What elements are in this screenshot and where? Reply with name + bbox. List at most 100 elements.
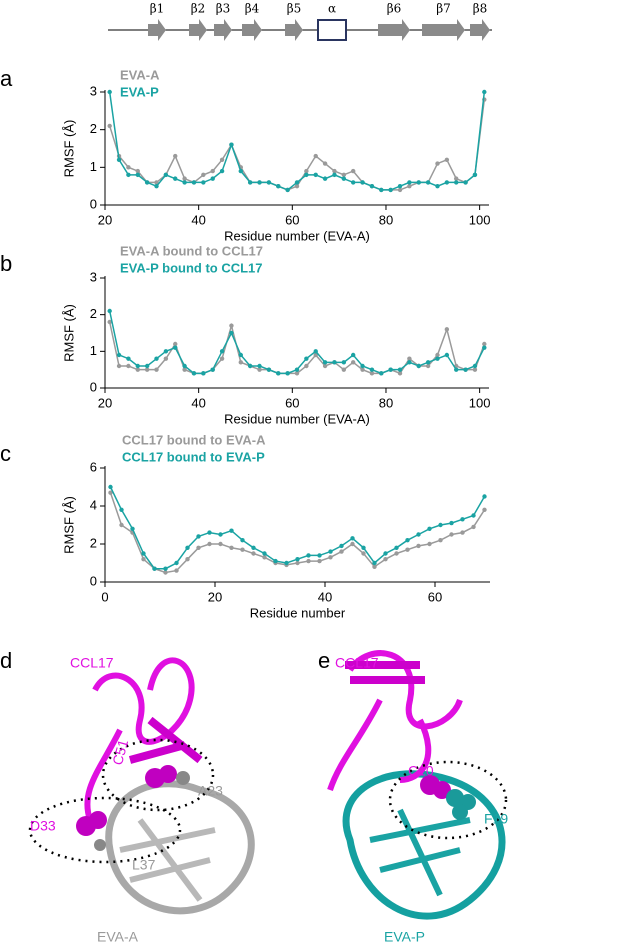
x-tick-label: 80 <box>379 395 393 410</box>
data-point <box>425 363 431 369</box>
data-point <box>154 356 159 361</box>
data-point <box>201 371 206 376</box>
data-point <box>471 524 476 530</box>
data-point <box>306 553 311 558</box>
data-point <box>130 526 135 531</box>
legend-entry: EVA-A <box>120 67 160 82</box>
y-tick-label: 0 <box>90 379 97 394</box>
data-point <box>163 570 168 575</box>
data-point <box>407 180 412 185</box>
data-point <box>332 168 337 174</box>
data-point <box>107 89 112 95</box>
data-point <box>394 545 399 550</box>
data-point <box>229 142 234 147</box>
structure-e <box>327 650 508 920</box>
data-point <box>262 555 267 560</box>
y-tick-label: 2 <box>90 306 97 321</box>
data-point <box>372 564 377 569</box>
data-point <box>339 549 344 554</box>
data-point <box>154 367 159 372</box>
data-point <box>482 89 487 95</box>
data-point <box>454 176 459 181</box>
y-tick-label: 3 <box>90 83 97 98</box>
data-point <box>482 507 487 512</box>
structure-label: A23 <box>198 783 223 799</box>
beta-strand <box>285 19 303 41</box>
data-point <box>182 363 187 369</box>
data-point <box>182 176 187 181</box>
structure-label: C10 <box>408 763 434 779</box>
data-point <box>116 363 122 369</box>
data-point <box>369 367 375 372</box>
data-point <box>240 538 245 543</box>
y-axis-label: RMSF (Å) <box>61 120 76 178</box>
data-point <box>369 183 375 189</box>
data-point <box>163 349 169 354</box>
data-point <box>163 356 169 361</box>
data-point <box>472 367 478 372</box>
data-point <box>238 360 244 365</box>
x-tick-label: 40 <box>191 212 205 227</box>
data-point <box>360 367 365 372</box>
data-point <box>463 180 468 185</box>
data-point <box>108 484 113 490</box>
data-point <box>482 494 487 499</box>
data-point <box>182 367 187 372</box>
data-point <box>313 153 318 159</box>
data-point <box>144 180 150 185</box>
panel-label: e <box>318 648 330 673</box>
beta-strand <box>189 19 207 41</box>
data-point <box>388 187 393 193</box>
y-tick-label: 4 <box>90 497 97 512</box>
data-point <box>135 363 140 369</box>
beta-strand <box>214 19 232 41</box>
data-point <box>238 168 244 174</box>
data-point <box>472 172 478 178</box>
beta-strand <box>470 19 490 41</box>
beta-strand <box>378 19 410 41</box>
data-point <box>435 161 440 166</box>
data-point <box>247 180 253 185</box>
y-tick-label: 0 <box>90 573 97 588</box>
data-point <box>126 165 131 170</box>
data-point <box>332 360 337 365</box>
y-tick-label: 2 <box>90 535 97 550</box>
data-point <box>219 157 225 162</box>
data-point <box>482 341 487 347</box>
data-point <box>276 371 281 376</box>
data-point <box>407 360 412 365</box>
x-tick-label: 20 <box>98 212 112 227</box>
data-point <box>219 349 225 354</box>
data-point <box>350 168 356 174</box>
data-point <box>322 363 328 369</box>
x-tick-label: 100 <box>469 395 491 410</box>
data-point <box>210 367 215 372</box>
data-point <box>372 560 377 566</box>
data-point <box>126 356 131 361</box>
data-point <box>108 490 113 495</box>
topology-label: β5 <box>287 2 302 16</box>
data-point <box>444 327 450 332</box>
legend-entry: CCL17 bound to EVA-P <box>122 449 265 464</box>
data-point <box>266 367 272 372</box>
data-point <box>173 341 178 347</box>
data-point <box>397 367 403 372</box>
data-point <box>191 371 197 376</box>
data-point <box>284 560 289 566</box>
data-point <box>219 168 225 174</box>
data-point <box>341 176 347 181</box>
data-point <box>173 153 178 159</box>
data-point <box>119 522 124 528</box>
data-point <box>416 532 421 537</box>
panel-label: a <box>0 66 13 91</box>
data-point <box>394 551 399 556</box>
data-point <box>407 356 412 361</box>
data-point <box>294 180 300 185</box>
data-point <box>107 308 112 314</box>
data-point <box>350 360 356 365</box>
data-point <box>266 180 272 185</box>
data-point <box>317 553 322 558</box>
y-axis-label: RMSF (Å) <box>61 304 76 362</box>
data-point <box>276 183 281 189</box>
data-point <box>416 180 421 185</box>
